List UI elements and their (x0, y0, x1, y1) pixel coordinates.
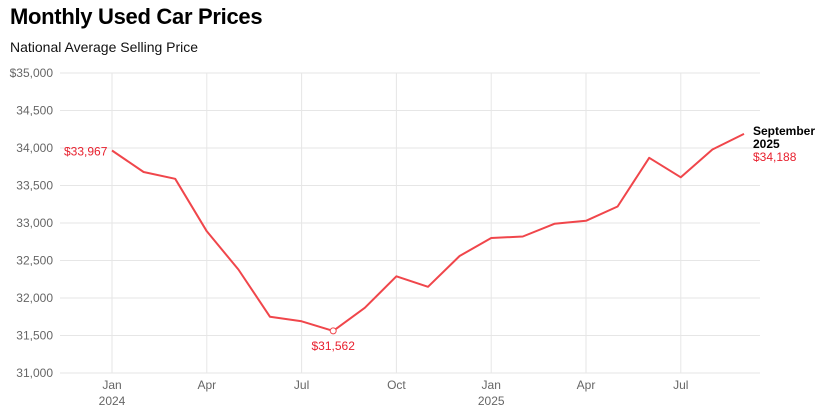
min-value-label: $31,562 (312, 339, 356, 353)
min-point-marker (329, 327, 337, 335)
x-tick-year: 2024 (99, 394, 126, 408)
x-tick-label: Jul (294, 378, 309, 392)
end-value-label: $34,188 (753, 150, 797, 164)
y-tick-label: 34,500 (16, 104, 53, 118)
y-tick-label: $35,000 (10, 66, 54, 80)
series-line (111, 133, 745, 332)
chart-title: Monthly Used Car Prices (10, 4, 263, 29)
chart-subtitle: National Average Selling Price (10, 39, 199, 55)
series-layer (111, 133, 745, 332)
x-tick-label: Jul (673, 378, 688, 392)
x-axis: Jan 2024 Apr Jul Oct Jan 2025 Apr Jul (99, 378, 689, 408)
y-tick-label: 31,000 (16, 366, 53, 380)
x-tick-label: Jan (102, 378, 121, 392)
y-tick-label: 32,500 (16, 254, 53, 268)
x-tick-label: Apr (577, 378, 596, 392)
grid-lines (60, 72, 760, 374)
y-axis: 31,000 31,500 32,000 32,500 33,000 33,500 34,0… (10, 66, 54, 380)
x-tick-label: Apr (197, 378, 216, 392)
y-tick-label: 32,000 (16, 291, 53, 305)
x-tick-year: 2025 (478, 394, 505, 408)
y-tick-label: 34,000 (16, 141, 53, 155)
x-tick-label: Jan (482, 378, 501, 392)
end-date-label-month: September (753, 124, 815, 138)
x-tick-label: Oct (387, 378, 406, 392)
y-tick-label: 31,500 (16, 329, 53, 343)
y-tick-label: 33,000 (16, 216, 53, 230)
start-value-label: $33,967 (64, 144, 108, 158)
end-date-label-year: 2025 (753, 137, 780, 151)
y-tick-label: 33,500 (16, 179, 53, 193)
